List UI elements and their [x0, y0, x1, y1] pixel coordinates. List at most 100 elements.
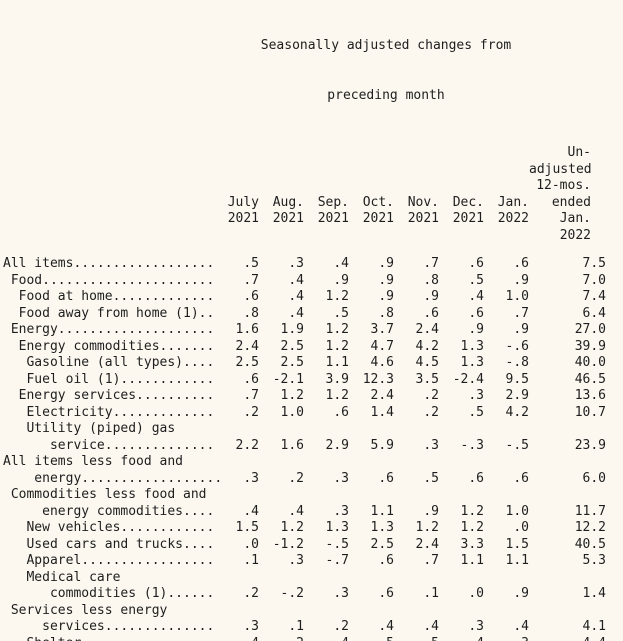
cell-12mo-value: 1.4 [582, 586, 606, 601]
cell-value: 2.4 [235, 338, 259, 354]
cell-value: .6 [423, 305, 439, 321]
cell-value: .3 [468, 388, 484, 403]
header-unadjusted-line: 2022 [559, 227, 591, 243]
header-month: Sep. [317, 194, 349, 210]
cell-value: 3.5 [415, 371, 439, 387]
cell-value: .4 [423, 619, 439, 634]
cell-value: 2.9 [505, 388, 529, 403]
cell-value: 2.5 [235, 355, 259, 370]
cell-value: -.3 [460, 437, 484, 453]
cell-value: .1 [288, 619, 304, 634]
cell-value: -.8 [505, 355, 529, 370]
cell-value: 2.4 [370, 388, 394, 403]
cell-value: .9 [468, 322, 484, 337]
cell-value: .2 [423, 388, 439, 403]
cell-value: .9 [378, 272, 394, 288]
cell-12mo-value: 7.0 [582, 272, 606, 288]
row-label: All items less food and energy..........… [3, 454, 223, 486]
cell-value: 1.9 [280, 322, 304, 337]
title-line-1: Seasonally adjusted changes from [260, 38, 512, 53]
cell-value: .6 [378, 586, 394, 601]
row-label: Gasoline (all types).... [3, 355, 215, 370]
cell-value: 2.4 [415, 322, 439, 337]
cell-value: .6 [468, 256, 484, 271]
table-row: Food...................... .7 .4 .9 .9 .… [3, 273, 623, 290]
cell-value: .3 [333, 503, 349, 519]
cell-value: .3 [243, 619, 259, 634]
cell-value: .6 [378, 470, 394, 486]
table-row: Energy.................... 1.6 1.9 1.2 3… [3, 322, 623, 339]
header-row-unadjusted-1: Un- [3, 145, 623, 162]
cell-value: 1.2 [415, 520, 439, 535]
cell-value: .4 [378, 619, 394, 634]
cell-value: 2.5 [280, 355, 304, 370]
header-row-years: 2021 2021 2021 2021 2021 2021 2022 Jan. [3, 211, 623, 228]
cell-value: .2 [288, 470, 304, 486]
cell-value: .4 [214, 636, 259, 641]
header-year: 2021 [452, 211, 484, 226]
cell-value: .3 [423, 437, 439, 453]
cell-value: -.6 [505, 338, 529, 354]
cell-value: .4 [288, 272, 304, 288]
cell-value: .7 [423, 553, 439, 568]
header-year: 2021 [272, 211, 304, 226]
header-month: Jan. [497, 194, 529, 210]
cell-value: 1.2 [325, 388, 349, 403]
cell-value: 1.3 [460, 355, 484, 370]
table-row: Food away from home (1).. .8 .4 .5 .8 .6… [3, 306, 623, 323]
cell-value: 1.3 [460, 338, 484, 354]
header-month: July [227, 194, 259, 210]
cell-12mo-value: 40.5 [574, 536, 606, 552]
cell-value: .5 [394, 636, 439, 641]
cell-value: 1.2 [325, 338, 349, 354]
table-row: Electricity............. .2 1.0 .6 1.4 .… [3, 405, 623, 422]
cell-value: 1.0 [505, 289, 529, 304]
header-month: Aug. [272, 194, 304, 210]
cell-value: .9 [423, 289, 439, 304]
cell-value: 5.9 [370, 437, 394, 453]
cell-value: 1.0 [280, 404, 304, 420]
cell-value: .5 [468, 404, 484, 420]
header-row-unadjusted-3: 12-mos. [3, 178, 623, 195]
cell-12mo-value: 6.4 [582, 305, 606, 321]
cell-value: .6 [513, 470, 529, 486]
cell-value: 4.2 [505, 404, 529, 420]
cell-value: .4 [288, 289, 304, 304]
cell-value: .6 [513, 256, 529, 271]
cell-value: 1.3 [325, 520, 349, 535]
cell-value: 2.5 [370, 536, 394, 552]
cell-value: .8 [423, 272, 439, 288]
header-unadjusted-line: Jan. [559, 211, 591, 226]
cell-12mo-value: 6.0 [582, 470, 606, 486]
cell-value: 1.1 [460, 553, 484, 568]
cell-value: .5 [468, 272, 484, 288]
row-label: Shelter................. [3, 636, 214, 641]
cell-value: .3 [333, 586, 349, 601]
cell-12mo-value: 39.9 [574, 338, 606, 354]
cell-value: .9 [333, 272, 349, 288]
cell-value: -2.1 [272, 371, 304, 387]
cell-value: 4.7 [370, 338, 394, 354]
table-row: Used cars and trucks.... .0 -1.2 -.5 2.5… [3, 537, 623, 554]
row-label: Commodities less food and energy commodi… [10, 487, 215, 519]
cell-value: 1.4 [370, 404, 394, 420]
cell-value: .5 [423, 470, 439, 486]
table-row: All items less food and energy..........… [3, 454, 623, 487]
cell-12mo-value: 4.1 [582, 619, 606, 634]
cell-value: .7 [423, 256, 439, 271]
header-year: 2021 [407, 211, 439, 226]
cell-value: .5 [333, 305, 349, 321]
cell-value: .6 [378, 553, 394, 568]
header-row-unadjusted-2: adjusted [3, 162, 623, 179]
row-label: Electricity............. [3, 404, 215, 420]
table-row: Apparel................. .1 .3 -.7 .6 .7… [3, 553, 623, 570]
cell-value: .2 [423, 404, 439, 420]
cell-value: .8 [243, 305, 259, 321]
cell-value: .4 [288, 305, 304, 321]
header-year: 2022 [497, 211, 529, 226]
cell-12mo-value: 12.2 [574, 520, 606, 535]
cell-value: .4 [468, 289, 484, 304]
cell-12mo-value: 46.5 [574, 371, 606, 387]
row-label: Food at home............. [3, 289, 215, 304]
